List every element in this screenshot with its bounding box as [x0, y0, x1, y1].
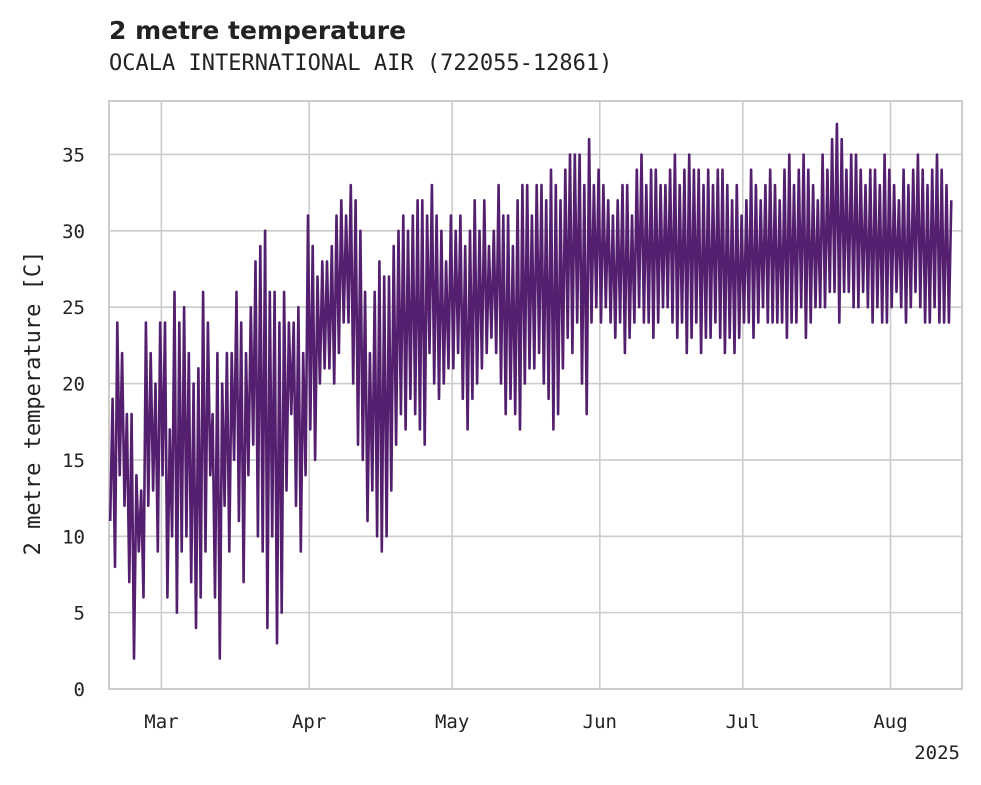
x-tick-label: Jul: [726, 711, 760, 733]
y-tick-label: 35: [62, 144, 85, 166]
y-axis-label: 2 metre temperature [C]: [21, 251, 46, 556]
y-tick-label: 0: [74, 679, 85, 701]
x-axis: Mar Apr May Jun Jul Aug: [144, 711, 907, 733]
y-tick-label: 25: [62, 297, 85, 319]
x-axis-year-label: 2025: [914, 742, 960, 764]
y-tick-label: 20: [62, 374, 85, 396]
chart-title: 2 metre temperature: [109, 16, 407, 45]
x-tick-label: Mar: [144, 711, 178, 733]
x-tick-label: Jun: [583, 711, 617, 733]
x-tick-label: Apr: [292, 711, 326, 733]
y-tick-label: 15: [62, 450, 85, 472]
y-tick-label: 10: [62, 526, 85, 548]
y-tick-label: 5: [74, 603, 85, 625]
y-tick-label: 30: [62, 221, 85, 243]
x-tick-label: May: [435, 711, 469, 733]
y-axis: 0 5 10 15 20 25 30 35: [62, 144, 85, 701]
chart-subtitle: OCALA INTERNATIONAL AIR (722055-12861): [109, 51, 613, 76]
temperature-series-line: [108, 122, 953, 660]
plot-frame: [108, 100, 963, 690]
x-tick-label: Aug: [873, 711, 907, 733]
